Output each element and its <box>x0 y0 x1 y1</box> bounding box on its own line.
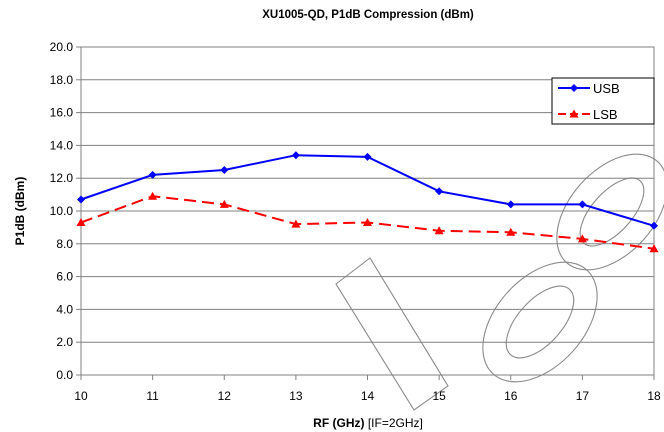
x-tick-label: 18 <box>647 389 661 403</box>
watermark-letter-p <box>335 257 449 411</box>
watermark <box>335 153 664 411</box>
data-point-lsb <box>148 191 158 200</box>
data-point-lsb <box>219 199 229 208</box>
data-point-usb <box>363 152 372 161</box>
x-tick-label: 16 <box>504 389 518 403</box>
data-point-lsb <box>577 234 587 243</box>
watermark-letter-o-outer <box>482 261 598 383</box>
y-tick-label: 2.0 <box>56 335 73 349</box>
x-axis-label-bold: RF (GHz) <box>313 416 364 430</box>
data-point-lsb <box>434 226 444 235</box>
y-tick-label: 20.0 <box>50 40 74 54</box>
data-point-usb <box>506 200 515 209</box>
x-tick-label: 12 <box>218 389 232 403</box>
watermark-letter-o2-inner <box>579 177 645 247</box>
data-point-usb <box>435 187 444 196</box>
legend: USB LSB <box>551 77 655 125</box>
data-point-lsb <box>649 244 659 253</box>
x-axis-label: RF (GHz) [IF=2GHz] <box>313 416 423 430</box>
plot-frame <box>80 46 655 376</box>
y-tick-label: 18.0 <box>50 73 74 87</box>
legend-usb-label: USB <box>593 81 620 96</box>
legend-lsb-label: LSB <box>593 107 618 122</box>
legend-usb-marker <box>570 84 578 92</box>
data-point-usb <box>220 166 229 174</box>
y-tick-label: 14.0 <box>50 138 74 152</box>
y-tick-label: 16.0 <box>50 106 74 120</box>
data-point-usb <box>77 195 85 204</box>
y-tick-label: 4.0 <box>56 302 73 316</box>
y-tick-label: 0.0 <box>56 368 73 382</box>
data-point-lsb <box>363 218 372 226</box>
legend-lsb-marker <box>569 109 579 118</box>
y-tick-labels: 0.0 2.0 4.0 6.0 8.0 10.0 12.0 14.0 16.0 18.0 20.0 <box>50 40 81 382</box>
grid-lines <box>81 79 654 343</box>
data-point-lsb <box>76 218 86 226</box>
x-tick-label: 10 <box>74 389 88 403</box>
x-tick-label: 11 <box>146 389 159 403</box>
data-point-usb <box>291 151 300 160</box>
y-tick-label: 12.0 <box>50 171 74 185</box>
series-markers <box>76 151 659 253</box>
y-tick-label: 10.0 <box>50 204 74 218</box>
series-line-usb <box>80 154 655 227</box>
y-tick-label: 8.0 <box>56 237 73 251</box>
y-tick-label: 6.0 <box>56 270 73 284</box>
x-tick-label: 15 <box>432 389 446 403</box>
data-point-lsb <box>506 227 516 236</box>
data-point-usb <box>148 170 157 179</box>
x-tick-label: 17 <box>576 389 590 403</box>
chart-title: XU1005-QD, P1dB Compression (dBm) <box>262 9 474 21</box>
data-point-lsb <box>291 219 301 228</box>
y-axis-label: P1dB (dBm) <box>13 177 27 246</box>
watermark-letter-o2-outer <box>556 153 664 271</box>
x-tick-labels: 10 11 12 13 14 15 16 17 18 <box>74 375 661 403</box>
watermark-letter-o-inner <box>505 285 575 359</box>
x-tick-label: 13 <box>289 389 303 403</box>
data-point-usb <box>578 200 587 209</box>
legend-box <box>551 77 655 125</box>
x-tick-label: 14 <box>361 389 375 403</box>
data-point-usb <box>650 221 658 230</box>
x-axis-label-suffix: [IF=2GHz] <box>364 416 422 430</box>
